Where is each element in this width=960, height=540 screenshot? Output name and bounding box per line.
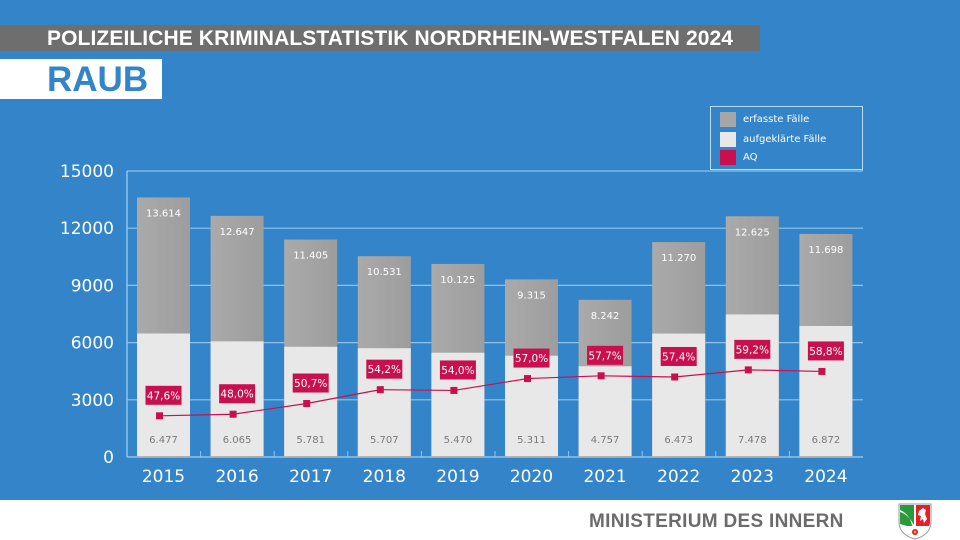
- y-tick-label: 0: [103, 448, 114, 468]
- legend-item-aufgeklaerte: aufgeklärte Fälle: [720, 131, 826, 148]
- aq-label-box: [587, 345, 624, 365]
- subject-box: RAUB: [0, 59, 162, 99]
- y-tick-label: 12000: [60, 219, 114, 239]
- legend-item-aq: AQ: [720, 149, 758, 166]
- bar-label-aufgeklaerte: 6.477: [149, 435, 178, 446]
- x-tick-label: 2023: [731, 467, 774, 487]
- aq-label-box: [145, 385, 182, 405]
- legend-item-erfasste: erfasste Fälle: [720, 111, 809, 128]
- bar-aufgeklaerte: [284, 346, 338, 457]
- title-banner: POLIZEILICHE KRIMINALSTATISTIK NORDRHEIN…: [0, 25, 760, 51]
- aq-label-box: [660, 346, 697, 366]
- aq-label: 50,7%: [294, 378, 327, 390]
- x-tick-label: 2017: [289, 467, 332, 487]
- legend-label: aufgeklärte Fälle: [743, 134, 827, 145]
- aq-label: 47,6%: [147, 390, 180, 402]
- bar-label-aufgeklaerte: 5.470: [444, 435, 473, 446]
- aq-label: 48,0%: [220, 389, 253, 401]
- y-tick-label: 9000: [71, 276, 114, 296]
- aq-marker: [156, 412, 163, 420]
- aq-marker: [229, 410, 237, 418]
- bar-label-aufgeklaerte: 6.065: [223, 435, 252, 446]
- aq-label: 58,8%: [809, 346, 842, 358]
- bar-label-erfasste: 12.625: [735, 227, 770, 238]
- bar-label-aufgeklaerte: 5.707: [370, 435, 399, 446]
- aq-label: 59,2%: [736, 344, 769, 356]
- x-tick-label: 2024: [804, 467, 847, 487]
- bar-aufgeklaerte: [505, 355, 558, 457]
- footer: MINISTERIUM DES INNERN: [0, 500, 960, 540]
- bar-label-erfasste: 11.698: [808, 245, 843, 256]
- x-tick-label: 2015: [142, 467, 185, 487]
- x-tick-label: 2016: [215, 467, 258, 487]
- y-tick-label: 6000: [71, 334, 114, 354]
- aq-marker: [303, 400, 311, 408]
- x-tick-label: 2022: [657, 467, 700, 487]
- aq-label-box: [513, 348, 550, 368]
- bar-label-erfasste: 11.405: [293, 251, 328, 262]
- aq-marker: [671, 373, 679, 381]
- y-tick-label: 3000: [71, 391, 114, 411]
- aq-line: [159, 369, 822, 417]
- bar-label-aufgeklaerte: 7.478: [738, 435, 767, 446]
- aq-label: 57,0%: [515, 353, 548, 365]
- x-tick-label: 2021: [583, 467, 626, 487]
- legend-label: erfasste Fälle: [743, 114, 810, 125]
- bar-label-erfasste: 10.531: [367, 267, 402, 278]
- bar-label-erfasste: 13.614: [146, 208, 181, 219]
- legend-swatch-aq: [720, 150, 736, 165]
- legend: erfasste Fälle aufgeklärte Fälle AQ: [710, 106, 863, 170]
- bar-label-aufgeklaerte: 6.872: [812, 435, 841, 446]
- legend-swatch-aufgeklaerte: [720, 132, 736, 147]
- banner-title: POLIZEILICHE KRIMINALSTATISTIK NORDRHEIN…: [47, 27, 734, 50]
- aq-marker: [597, 372, 605, 380]
- aq-label: 54,2%: [368, 364, 401, 376]
- bar-label-erfasste: 8.242: [591, 311, 620, 322]
- bar-aufgeklaerte: [725, 314, 779, 457]
- legend-swatch-erfasste: [720, 112, 736, 127]
- bar-aufgeklaerte: [578, 366, 632, 457]
- bar-label-aufgeklaerte: 4.757: [591, 435, 620, 446]
- aq-label-box: [734, 339, 771, 359]
- aq-label-box: [219, 384, 256, 404]
- aq-label-box: [807, 341, 844, 361]
- aq-marker: [524, 375, 531, 383]
- aq-label-box: [439, 360, 476, 380]
- bar-label-erfasste: 9.315: [517, 290, 546, 301]
- legend-label: AQ: [743, 152, 758, 163]
- bar-label-aufgeklaerte: 5.311: [517, 435, 546, 446]
- aq-marker: [376, 386, 384, 394]
- aq-label: 57,7%: [588, 350, 621, 362]
- y-tick-label: 15000: [60, 162, 114, 182]
- aq-marker: [744, 366, 752, 374]
- chart-area: 0 3000 6000 9000 12000 15000 13.614 6.477 2015 12…: [60, 162, 863, 487]
- chart-subject: RAUB: [47, 60, 149, 99]
- aq-label-box: [366, 359, 403, 379]
- bar-label-erfasste: 11.270: [661, 253, 696, 264]
- bar-label-aufgeklaerte: 5.781: [296, 435, 325, 446]
- aq-marker: [818, 367, 826, 375]
- bar-label-aufgeklaerte: 6.473: [664, 435, 693, 446]
- x-tick-label: 2018: [363, 467, 406, 487]
- bar-label-erfasste: 10.125: [440, 275, 475, 286]
- ministry-name: MINISTERIUM DES INNERN: [589, 511, 844, 532]
- x-tick-label: 2020: [510, 467, 553, 487]
- bar-label-erfasste: 12.647: [220, 227, 255, 238]
- x-tick-label: 2019: [436, 467, 479, 487]
- aq-label: 57,4%: [662, 351, 695, 363]
- aq-label-box: [292, 373, 329, 393]
- nrw-coat-of-arms-icon: [898, 503, 932, 540]
- aq-marker: [450, 386, 458, 394]
- aq-label: 54,0%: [441, 365, 474, 377]
